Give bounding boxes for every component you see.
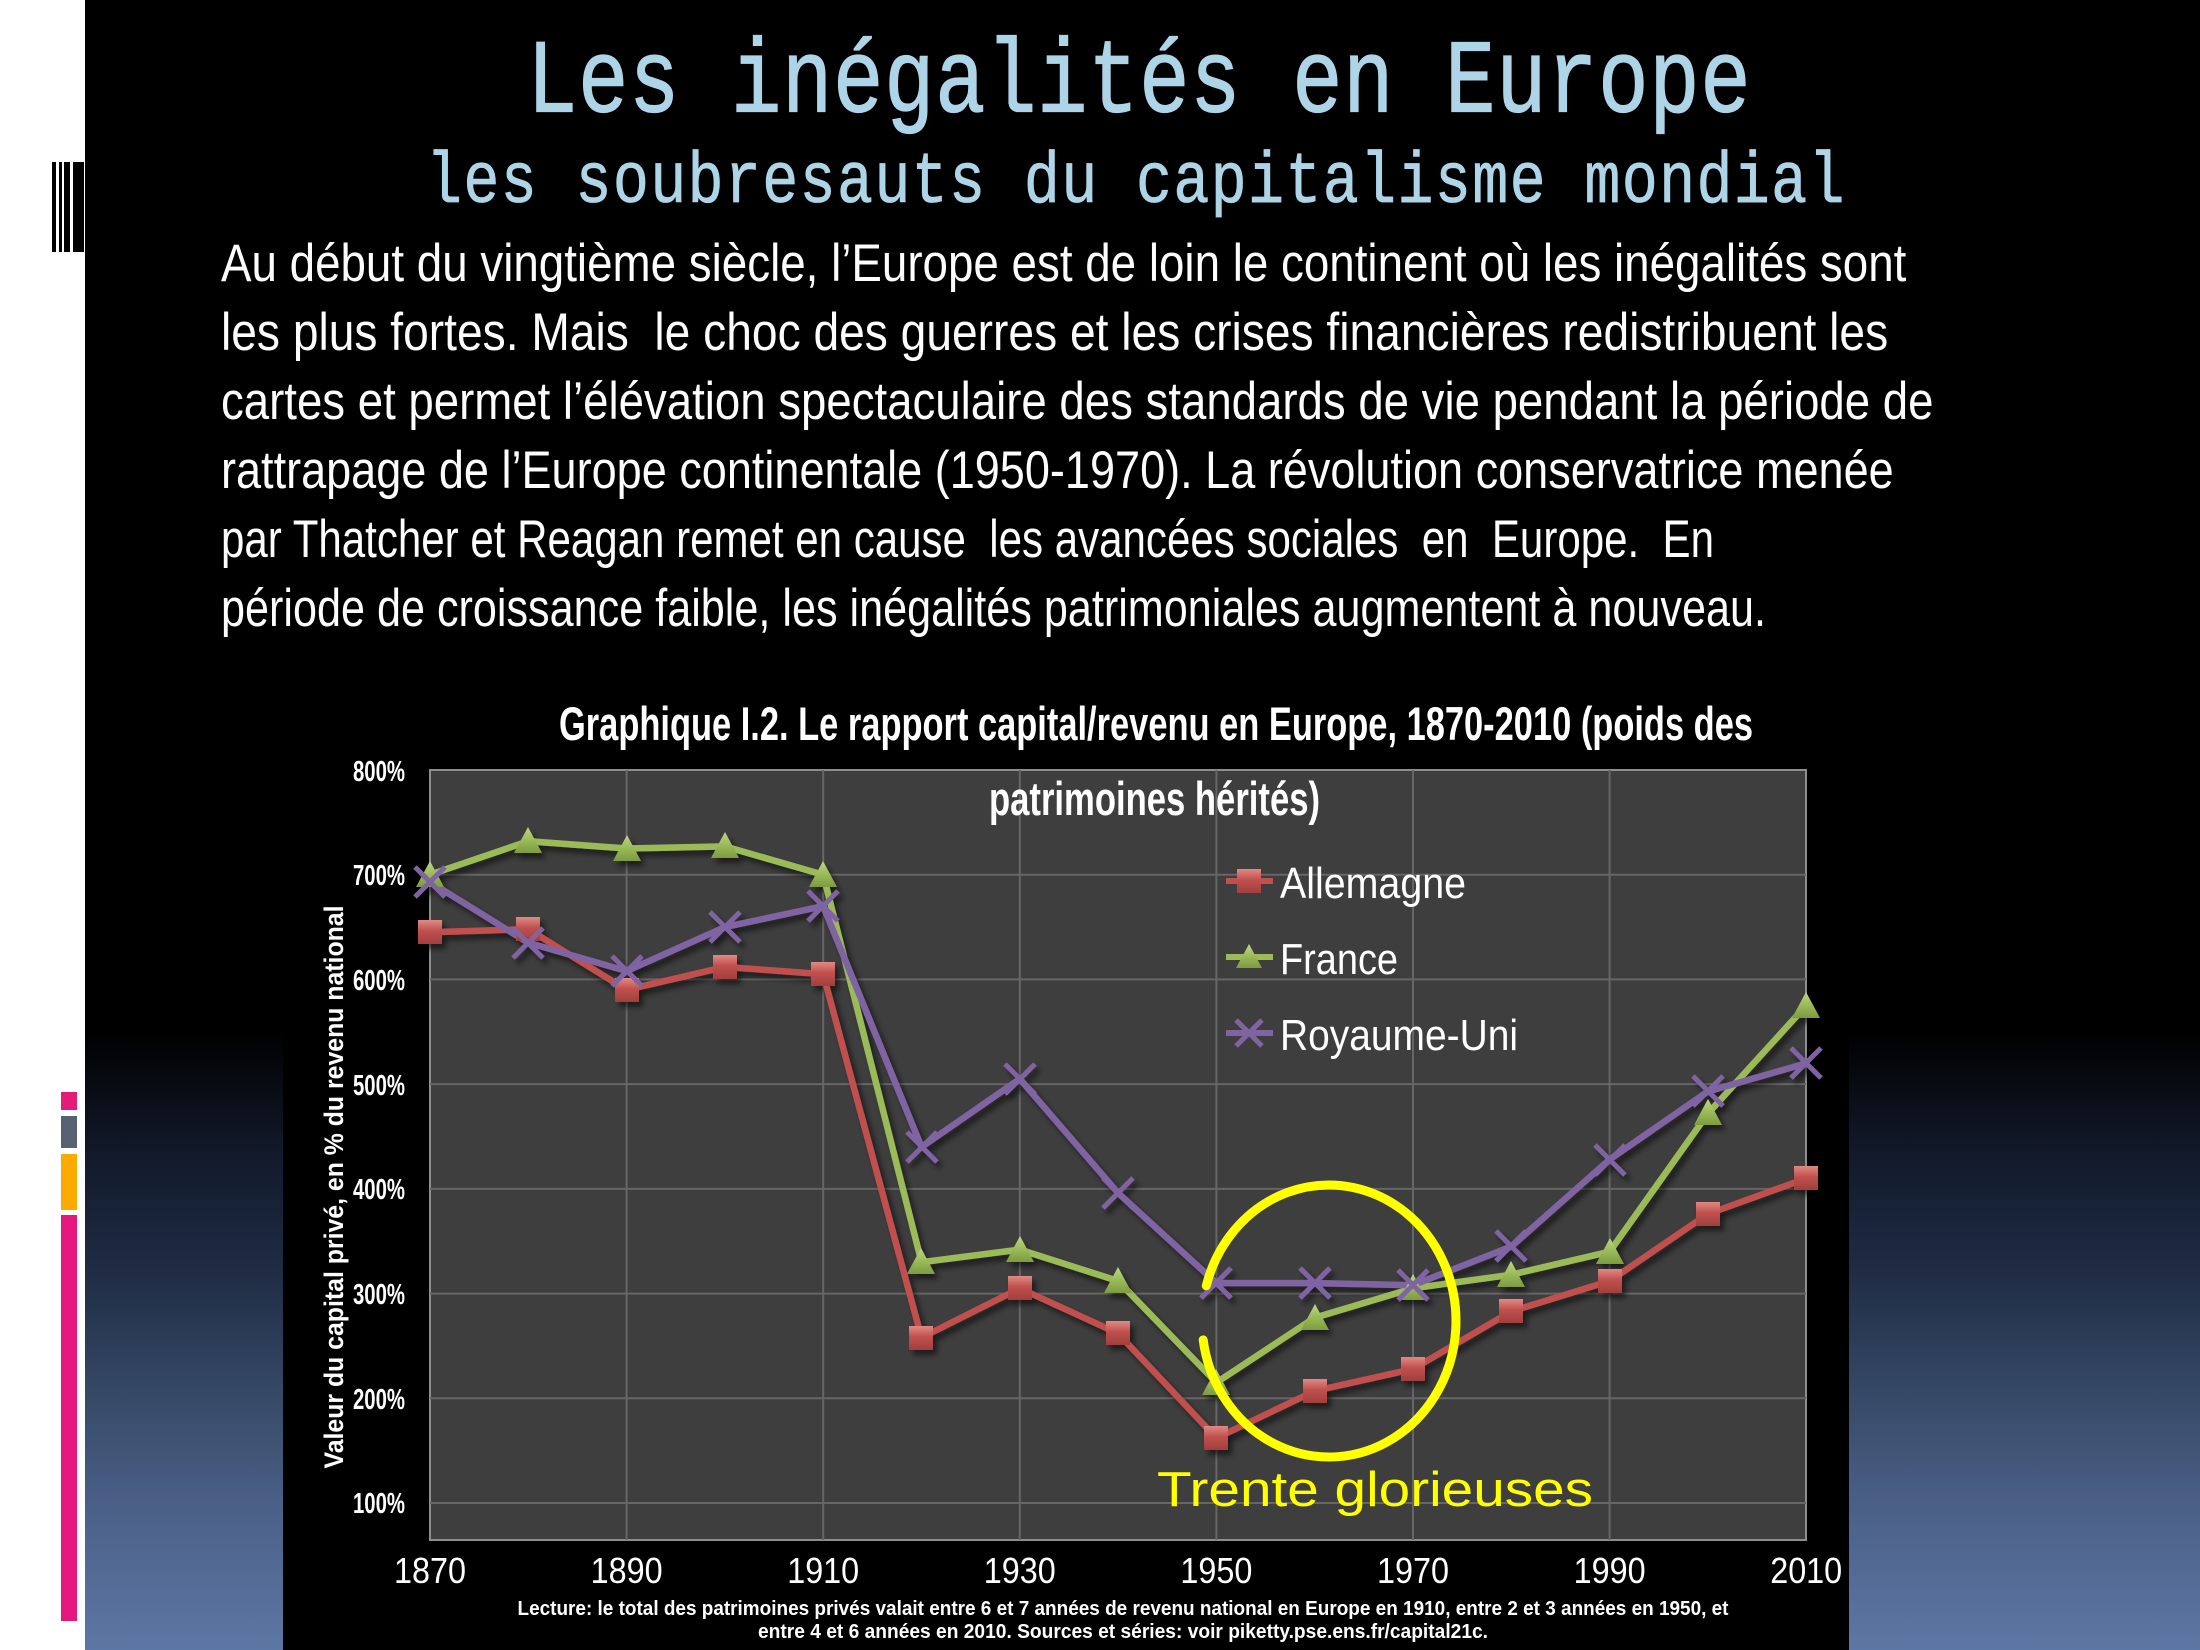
svg-text:600%: 600% xyxy=(353,965,405,997)
svg-text:Graphique I.2. Le rapport capi: Graphique I.2. Le rapport capital/revenu… xyxy=(559,697,1753,750)
svg-text:France: France xyxy=(1280,935,1398,984)
svg-text:Allemagne: Allemagne xyxy=(1280,859,1466,908)
svg-text:300%: 300% xyxy=(353,1279,405,1311)
svg-text:1870: 1870 xyxy=(394,1550,466,1591)
svg-text:100%: 100% xyxy=(353,1488,405,1520)
svg-text:800%: 800% xyxy=(353,756,405,788)
svg-text:1930: 1930 xyxy=(984,1550,1056,1591)
svg-text:1910: 1910 xyxy=(787,1550,859,1591)
svg-text:Trente glorieuses: Trente glorieuses xyxy=(1157,1463,1593,1517)
svg-text:Valeur du capital privé, en %: Valeur du capital privé, en % du revenu … xyxy=(319,906,349,1469)
svg-text:700%: 700% xyxy=(353,860,405,892)
svg-text:1990: 1990 xyxy=(1574,1550,1646,1591)
svg-text:entre 4 et 6 années en 2010. S: entre 4 et 6 années en 2010. Sources et … xyxy=(758,1620,1488,1643)
svg-text:Lecture: le total des patrimoi: Lecture: le total des patrimoines privés… xyxy=(518,1597,1729,1620)
svg-text:1950: 1950 xyxy=(1180,1550,1252,1591)
svg-text:patrimoines hérités): patrimoines hérités) xyxy=(989,772,1320,825)
svg-text:2010: 2010 xyxy=(1770,1550,1842,1591)
svg-text:Royaume-Uni: Royaume-Uni xyxy=(1280,1011,1518,1060)
svg-text:1970: 1970 xyxy=(1377,1550,1449,1591)
svg-text:1890: 1890 xyxy=(591,1550,663,1591)
svg-text:400%: 400% xyxy=(353,1174,405,1206)
svg-text:500%: 500% xyxy=(353,1070,405,1102)
svg-text:200%: 200% xyxy=(353,1384,405,1416)
